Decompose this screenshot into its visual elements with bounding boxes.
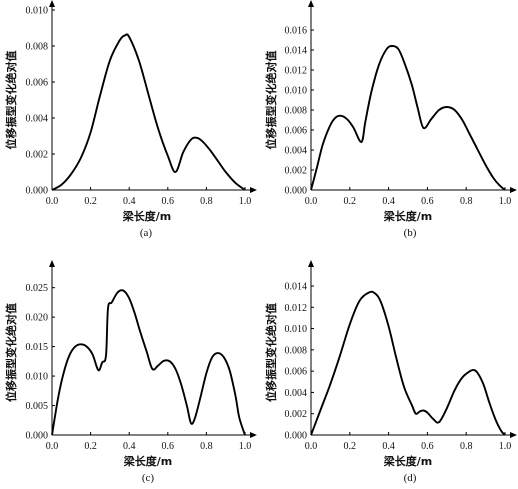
y-axis-arrow [308, 260, 314, 267]
y-tick-label: 0.010 [285, 86, 308, 97]
y-tick-label: 0.016 [285, 26, 308, 37]
x-axis-arrow [510, 187, 517, 193]
x-tick-label: 0.4 [123, 196, 136, 207]
data-line [310, 290, 506, 436]
y-axis-arrow [308, 0, 314, 7]
y-axis-arrow [49, 260, 55, 267]
y-axis-label: 位移振型变化绝对值 [4, 51, 18, 150]
y-tick-label: 0.006 [285, 367, 308, 378]
x-tick-label: 0.0 [305, 441, 318, 452]
x-tick-label: 0.6 [421, 196, 434, 207]
subplot-caption: (c) [142, 472, 155, 484]
x-tick-label: 0.4 [382, 441, 395, 452]
x-axis-arrow [510, 432, 517, 438]
y-tick-label: 0.006 [26, 78, 49, 89]
y-tick-label: 0.012 [285, 66, 308, 77]
x-tick-label: 0.2 [84, 196, 97, 207]
x-axis-label: 梁长度/m [383, 209, 432, 223]
data-line [51, 33, 246, 191]
x-axis-label: 梁长度/m [383, 454, 432, 468]
x-tick-label: 0.6 [162, 441, 175, 452]
x-tick-label: 0.0 [46, 196, 59, 207]
y-tick-label: 0.005 [26, 401, 49, 412]
y-tick-label: 0.010 [26, 372, 49, 383]
subplot-c: 0.0 0.2 0.4 0.6 0.8 1.0 0.000 0.005 0.010 0.015 0.… [4, 260, 257, 484]
y-tick-label: 0.015 [26, 342, 49, 353]
x-tick-label: 0.4 [123, 441, 136, 452]
x-axis-arrow [250, 432, 257, 438]
x-tick-label: 0.0 [46, 441, 59, 452]
y-axis-label: 位移振型变化绝对值 [264, 303, 278, 402]
x-tick-label: 0.0 [305, 196, 318, 207]
x-tick-label: 0.4 [382, 196, 395, 207]
x-tick-label: 1.0 [239, 441, 252, 452]
x-tick-label: 0.8 [200, 196, 213, 207]
y-tick-label: 0.002 [285, 166, 308, 177]
x-tick-label: 0.8 [200, 441, 213, 452]
subplot-caption: (b) [404, 227, 417, 239]
x-tick-label: 0.8 [460, 196, 473, 207]
y-axis-label: 位移振型变化绝对值 [264, 51, 278, 150]
y-tick-label: 0.008 [26, 42, 49, 53]
x-tick-label: 1.0 [499, 196, 512, 207]
y-tick-label: 0.004 [26, 114, 49, 125]
x-tick-label: 0.6 [162, 196, 175, 207]
data-line [51, 289, 246, 436]
x-tick-label: 0.2 [344, 196, 357, 207]
subplot-b: 0.0 0.2 0.4 0.6 0.8 1.0 0.000 0.002 0.004 0.006 0.… [264, 0, 517, 239]
y-tick-label: 0.004 [285, 388, 308, 399]
x-tick-label: 0.6 [421, 441, 434, 452]
subplot-d: 0.0 0.2 0.4 0.6 0.8 1.0 0.000 0.002 0.004 0.006 0.… [264, 260, 517, 484]
y-tick-label: 0.000 [26, 186, 49, 197]
y-tick-label: 0.010 [285, 324, 308, 335]
y-tick-label: 0.020 [26, 313, 49, 324]
y-axis-label: 位移振型变化绝对值 [4, 303, 18, 402]
y-tick-label: 0.006 [285, 126, 308, 137]
x-axis-label: 梁长度/m [123, 454, 172, 468]
y-tick-label: 0.014 [285, 281, 308, 292]
x-tick-label: 0.8 [460, 441, 473, 452]
y-tick-label: 0.014 [285, 46, 308, 57]
y-tick-label: 0.025 [26, 283, 49, 294]
y-tick-label: 0.000 [285, 186, 308, 197]
subplot-caption: (a) [140, 227, 153, 239]
y-tick-label: 0.010 [26, 6, 49, 17]
subplot-a: 0.0 0.2 0.4 0.6 0.8 1.0 0.000 0.002 0.004 0.006 0.… [4, 0, 257, 239]
subplot-caption: (d) [404, 472, 417, 484]
y-tick-label: 0.012 [285, 303, 308, 314]
y-tick-label: 0.008 [285, 106, 308, 117]
x-tick-label: 0.2 [344, 441, 357, 452]
y-tick-label: 0.000 [26, 431, 49, 442]
x-tick-label: 1.0 [499, 441, 512, 452]
x-axis-label: 梁长度/m [122, 209, 171, 223]
y-axis-arrow [49, 0, 55, 7]
y-tick-label: 0.008 [285, 345, 308, 356]
x-axis-arrow [250, 187, 257, 193]
y-tick-label: 0.004 [285, 146, 308, 157]
data-line [310, 45, 506, 191]
y-tick-label: 0.000 [285, 431, 308, 442]
y-tick-label: 0.002 [285, 409, 308, 420]
x-tick-label: 1.0 [239, 196, 252, 207]
x-tick-label: 0.2 [84, 441, 97, 452]
y-tick-label: 0.002 [26, 150, 49, 161]
